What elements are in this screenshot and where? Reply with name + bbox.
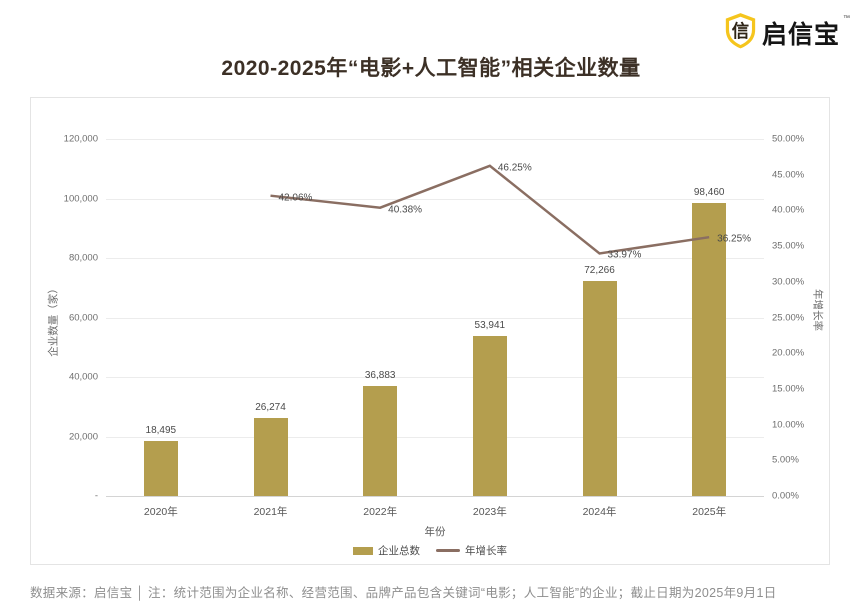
- logo-wordmark: 启信宝: [761, 21, 840, 49]
- x-axis-line: [106, 496, 764, 497]
- x-axis-label: 2021年: [253, 506, 288, 518]
- bar: [253, 417, 288, 496]
- bar: [363, 386, 398, 496]
- line-point-label: 36.25%: [717, 233, 752, 245]
- bar-value-label: 26,274: [255, 401, 286, 413]
- right-axis-tick: 15.00%: [772, 383, 805, 395]
- right-axis-title: 年增长率: [811, 289, 824, 331]
- grid-line: [106, 198, 764, 200]
- left-axis-tick: 120,000: [63, 133, 98, 145]
- x-axis-label: 2025年: [692, 506, 727, 518]
- bar: [143, 440, 178, 496]
- x-axis-label: 2024年: [582, 506, 617, 518]
- grid-line: [106, 139, 764, 140]
- svg-text:信: 信: [732, 21, 749, 42]
- line-point-label: 40.38%: [388, 204, 423, 216]
- legend-line-swatch: [436, 549, 460, 552]
- grid-line: [106, 377, 764, 378]
- left-axis-tick: -: [94, 490, 98, 502]
- bar-value-label: 18,495: [145, 424, 177, 436]
- chart-card: 18,495 26,274 36,883 53,941 72,266 98,460 42.0…: [30, 97, 830, 565]
- left-axis-tick: 20,000: [68, 431, 98, 442]
- x-axis-label: 2022年: [363, 506, 398, 518]
- right-axis-tick: 0.00%: [772, 490, 799, 502]
- right-axis-tick: 35.00%: [772, 240, 805, 252]
- grid-line: [106, 436, 764, 438]
- x-axis-title: 年份: [424, 526, 446, 538]
- qixinbao-shield-icon: 信: [724, 12, 757, 54]
- chart-title: 2020-2025年“电影+人工智能”相关企业数量: [221, 57, 641, 80]
- right-axis-tick: 40.00%: [772, 204, 805, 216]
- bar-value-label: 72,266: [584, 265, 615, 276]
- growth-rate-polyline: [270, 164, 710, 255]
- data-source-note: 数据来源：启信宝 │ 注：统计范围为企业名称、经营范围、品牌产品包含关键词“电影…: [30, 586, 777, 600]
- legend-item: 企业总数: [353, 543, 420, 558]
- line-point-label: 42.06%: [278, 192, 313, 204]
- chart-plot-area: 18,495 26,274 36,883 53,941 72,266 98,460 42.0…: [106, 139, 764, 497]
- line-point-label: 33.97%: [607, 249, 642, 261]
- bar: [692, 203, 727, 496]
- chart-legend: 企业总数 年增长率: [31, 543, 829, 558]
- bar-value-label: 36,883: [364, 370, 396, 382]
- legend-label: 年增长率: [465, 545, 507, 557]
- legend-bar-swatch: [353, 546, 373, 555]
- x-axis-label: 2020年: [143, 506, 178, 518]
- line-point-label: 46.25%: [497, 162, 532, 174]
- grid-line: [106, 258, 764, 259]
- left-axis-tick: 80,000: [68, 252, 98, 264]
- right-axis-tick: 25.00%: [772, 312, 805, 323]
- bar: [472, 335, 507, 496]
- left-axis-tick: 40,000: [68, 371, 98, 383]
- left-axis-tick: 60,000: [68, 312, 98, 323]
- x-axis-label: 2023年: [472, 506, 507, 518]
- growth-rate-line: [270, 164, 710, 255]
- qixinbao-logo: 信 启信宝 ™: [724, 12, 850, 54]
- right-axis-tick: 20.00%: [772, 347, 805, 359]
- bar-value-label: 53,941: [474, 319, 506, 331]
- right-axis-tick: 30.00%: [772, 276, 805, 288]
- left-axis-title: 企业数量（家）: [47, 283, 60, 357]
- left-axis-tick: 100,000: [63, 193, 98, 204]
- right-axis-tick: 5.00%: [772, 454, 799, 466]
- bar-value-label: 98,460: [693, 187, 725, 199]
- right-axis-tick: 50.00%: [772, 133, 805, 145]
- trademark-mark: ™: [843, 15, 850, 22]
- legend-label: 企业总数: [378, 545, 420, 557]
- legend-item: 年增长率: [436, 543, 507, 558]
- grid-line: [106, 317, 764, 319]
- bar: [582, 281, 617, 496]
- right-axis-tick: 45.00%: [772, 169, 805, 181]
- right-axis-tick: 10.00%: [772, 419, 805, 431]
